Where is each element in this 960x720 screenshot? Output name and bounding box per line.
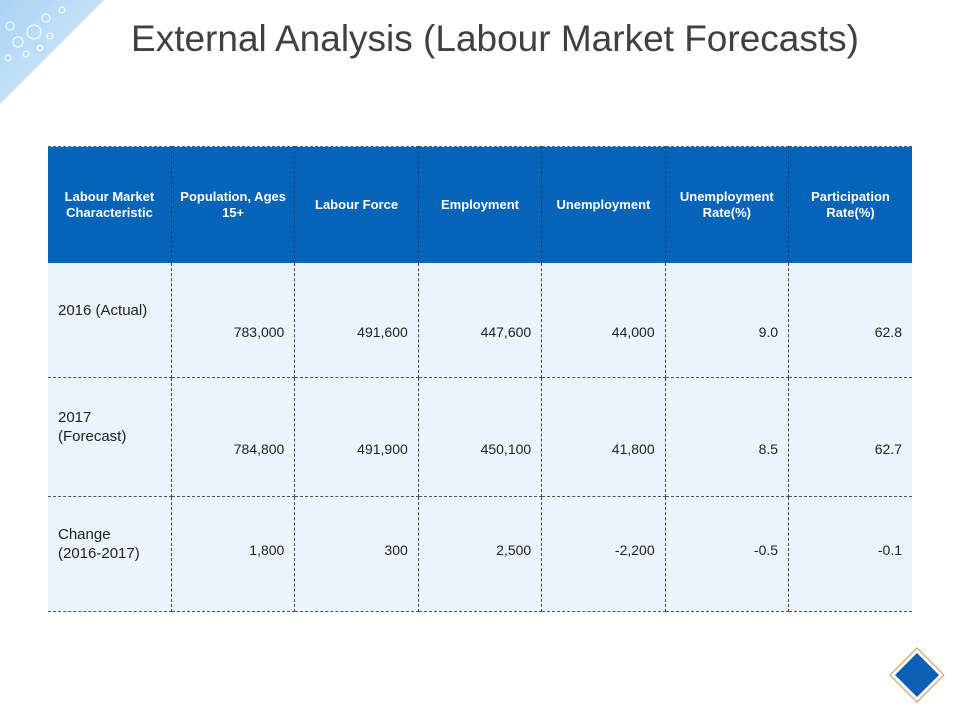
cell-participation-rate: 62.7 bbox=[788, 377, 912, 497]
cell-value: 41,800 bbox=[611, 441, 655, 457]
cell-employment: 450,100 bbox=[418, 377, 543, 497]
labour-market-table: Labour Market Characteristic Population,… bbox=[48, 146, 912, 612]
cell-value: 447,600 bbox=[480, 324, 532, 340]
cell-value: 8.5 bbox=[758, 441, 779, 457]
cell-value: 784,800 bbox=[233, 441, 285, 457]
cell-participation-rate: -0.1 bbox=[788, 496, 912, 612]
cell-labour-force: 491,900 bbox=[294, 377, 419, 497]
page-title: External Analysis (Labour Market Forecas… bbox=[131, 18, 859, 59]
cell-value: 62.7 bbox=[874, 441, 902, 457]
row-label-text: Change (2016-2017) bbox=[58, 526, 140, 562]
row-label: Change (2016-2017) bbox=[48, 496, 172, 612]
cell-value: 2,500 bbox=[496, 542, 532, 558]
cell-employment: 447,600 bbox=[418, 263, 543, 378]
corner-bubbles-decoration bbox=[0, 0, 104, 104]
cell-participation-rate: 62.8 bbox=[788, 263, 912, 378]
row-label: 2016 (Actual) bbox=[48, 263, 172, 378]
cell-unemployment: 41,800 bbox=[541, 377, 666, 497]
diamond-icon bbox=[889, 647, 945, 703]
cell-value: 783,000 bbox=[233, 324, 285, 340]
cell-unemployment-rate: 8.5 bbox=[665, 377, 790, 497]
row-label-text: 2017 (Forecast) bbox=[58, 409, 127, 445]
cell-value: 450,100 bbox=[480, 441, 532, 457]
cell-labour-force: 300 bbox=[294, 496, 419, 612]
header-unemployment: Unemployment bbox=[541, 146, 666, 263]
cell-population: 783,000 bbox=[171, 263, 296, 378]
cell-value: -0.5 bbox=[753, 542, 779, 558]
header-participation-rate: Participation Rate(%) bbox=[788, 146, 912, 263]
row-label: 2017 (Forecast) bbox=[48, 377, 172, 497]
header-row: Labour Market Characteristic Population,… bbox=[48, 146, 912, 263]
table-row: 2016 (Actual) 783,000 491,600 447,600 44… bbox=[48, 263, 912, 378]
table-row: Change (2016-2017) 1,800 300 2,500 -2,20… bbox=[48, 496, 912, 612]
header-population: Population, Ages 15+ bbox=[171, 146, 296, 263]
cell-unemployment-rate: -0.5 bbox=[665, 496, 790, 612]
cell-value: 44,000 bbox=[611, 324, 655, 340]
cell-value: 491,600 bbox=[357, 324, 408, 340]
cell-value: 300 bbox=[384, 542, 408, 558]
cell-value: 62.8 bbox=[874, 324, 902, 340]
header-labour-force: Labour Force bbox=[294, 146, 419, 263]
cell-unemployment-rate: 9.0 bbox=[665, 263, 790, 378]
table-row: 2017 (Forecast) 784,800 491,900 450,100 … bbox=[48, 377, 912, 497]
cell-value: 1,800 bbox=[249, 542, 285, 558]
header-characteristic: Labour Market Characteristic bbox=[48, 146, 172, 263]
cell-unemployment: -2,200 bbox=[541, 496, 666, 612]
cell-value: -0.1 bbox=[877, 542, 902, 558]
row-label-text: 2016 (Actual) bbox=[58, 301, 148, 319]
header-unemployment-rate: Unemployment Rate(%) bbox=[665, 146, 790, 263]
cell-population: 1,800 bbox=[171, 496, 296, 612]
cell-labour-force: 491,600 bbox=[294, 263, 419, 378]
header-employment: Employment bbox=[418, 146, 543, 263]
labour-market-table-container: Labour Market Characteristic Population,… bbox=[48, 146, 912, 612]
cell-unemployment: 44,000 bbox=[541, 263, 666, 378]
cell-value: -2,200 bbox=[614, 542, 655, 558]
cell-population: 784,800 bbox=[171, 377, 296, 497]
cell-value: 9.0 bbox=[758, 324, 779, 340]
cell-value: 491,900 bbox=[357, 441, 408, 457]
cell-employment: 2,500 bbox=[418, 496, 543, 612]
